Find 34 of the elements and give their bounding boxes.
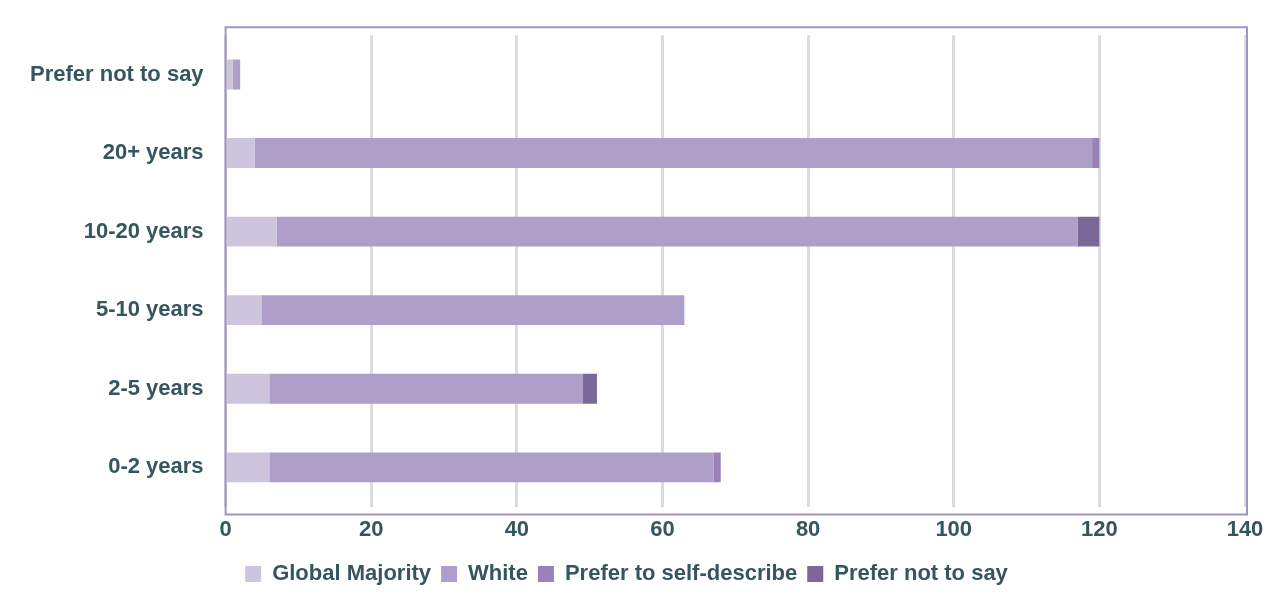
bar [227,295,263,326]
x-tick-label: 80 [795,515,821,541]
bar [1077,216,1100,247]
x-tick-label: 140 [1226,515,1264,541]
bar [269,373,583,404]
bar [227,373,270,404]
bar [227,216,277,247]
x-tick-label: 100 [935,515,973,541]
x-tick-label: 60 [650,515,675,541]
bar [1092,138,1100,168]
y-tick-label: 10-20 years [83,217,204,243]
legend-label: Prefer not to say [834,560,1009,586]
y-tick-label: 0-2 years [108,453,204,479]
bar [254,138,1093,168]
y-tick-label: 20+ years [102,139,204,165]
x-tick-label: 40 [504,515,530,541]
bar [227,138,255,168]
bar [582,373,597,404]
x-tick-label: 120 [1081,515,1118,541]
legend-label: Global Majority [272,560,432,586]
y-tick-label: 5-10 years [95,296,204,322]
legend-label: White [468,560,528,586]
bar [269,452,714,483]
y-tick-label: 2-5 years [108,374,204,400]
bar [227,452,270,483]
bar [232,59,241,90]
bar [262,295,685,326]
legend-label: Prefer to self-describe [564,560,798,586]
x-tick-label: 20 [358,515,384,541]
bar [276,216,1078,247]
y-tick-label: Prefer not to say [30,60,205,86]
bar [227,59,233,90]
bar [713,452,721,483]
x-tick-label: 0 [219,515,232,541]
